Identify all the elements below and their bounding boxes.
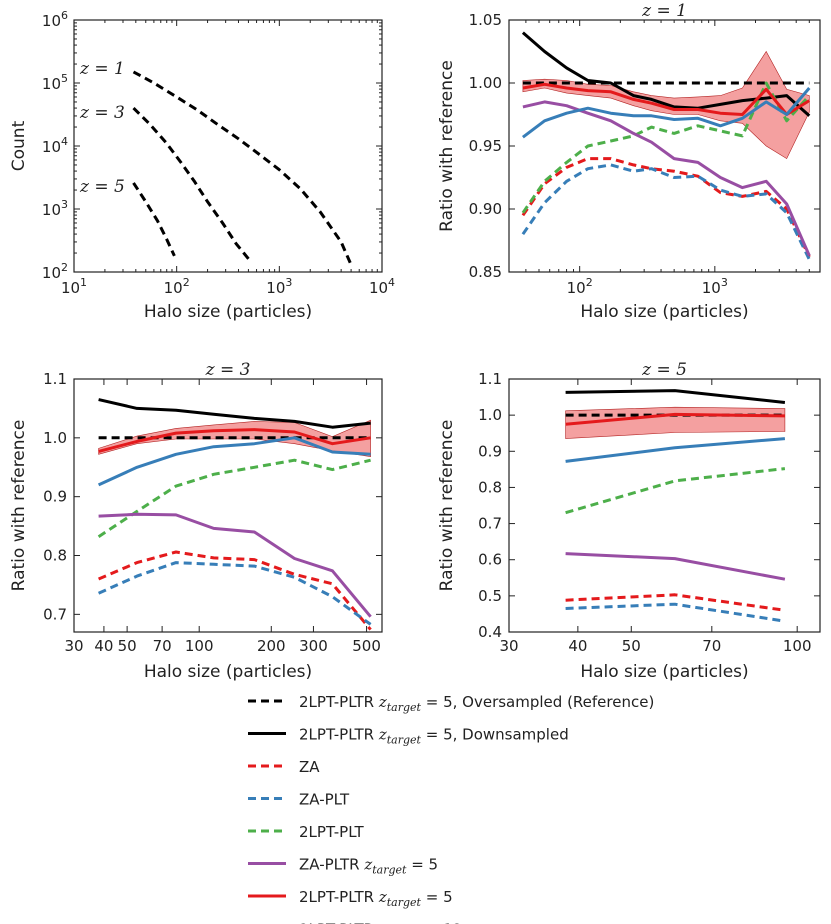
series-line-2lpt-pltr-z5 xyxy=(98,428,371,453)
series-line-za xyxy=(98,550,372,631)
series-line-2lpt-plt xyxy=(565,467,786,515)
x-tick-label: 30 xyxy=(64,637,83,655)
legend-entry-label: ZA-PLT xyxy=(299,791,350,809)
legend-entry-label: 2LPT-PLTR ztarget = 5, Oversampled (Refe… xyxy=(299,693,654,714)
y-tick-label: 0.8 xyxy=(478,478,502,496)
y-tick-label: 0.7 xyxy=(43,605,67,623)
x-tick-label: 103 xyxy=(702,276,728,297)
x-axis-label: Halo size (particles) xyxy=(144,302,312,322)
y-axis-label: Count xyxy=(9,120,29,171)
y-tick-label: 0.4 xyxy=(478,623,502,641)
x-tick-label: 100 xyxy=(185,637,214,655)
x-axis-label: Halo size (particles) xyxy=(580,302,748,322)
series-line-z-1 xyxy=(132,70,353,266)
y-tick-label: 0.85 xyxy=(469,263,502,281)
x-tick-label: 500 xyxy=(352,637,381,655)
y-tick-label: 103 xyxy=(42,198,68,219)
y-tick-label: 0.6 xyxy=(478,551,502,569)
x-tick-label: 50 xyxy=(118,637,137,655)
x-tick-label: 104 xyxy=(369,276,395,297)
legend-entry-label: 2LPT-PLT xyxy=(299,823,364,841)
series-line-za xyxy=(565,593,786,612)
y-tick-label: 106 xyxy=(42,9,68,30)
y-tick-label: 0.9 xyxy=(43,488,67,506)
x-axis-label: Halo size (particles) xyxy=(144,662,312,682)
x-tick-label: 70 xyxy=(153,637,172,655)
series-line-za-plt xyxy=(97,561,372,626)
series-line-downsampled xyxy=(98,398,371,429)
legend-entry-label: 2LPT-PLTR ztarget = 5 xyxy=(299,888,453,909)
x-tick-label: 50 xyxy=(622,637,641,655)
y-tick-label: 0.5 xyxy=(478,587,502,605)
series-line-2lpt-plt xyxy=(97,458,371,538)
error-band xyxy=(565,406,786,439)
y-tick-label: 104 xyxy=(42,135,68,156)
legend-entry-label: ZA xyxy=(299,758,320,776)
y-tick-label: 102 xyxy=(42,261,68,282)
y-tick-label: 1.1 xyxy=(478,370,502,388)
series-line-downsampled xyxy=(565,389,786,404)
chart-panel-4: 30 40 50 70 100 0.4 0.5 0.6 0.7 0.8 0.9 1.0 1.1 Halo … xyxy=(437,360,821,682)
y-tick-label: 1.00 xyxy=(469,74,502,92)
y-tick-label: 0.7 xyxy=(478,515,502,533)
y-axis-label: Ratio with reference xyxy=(437,60,457,232)
legend-entry-label: ZA-PLTR ztarget = 5 xyxy=(299,856,438,877)
series-line-za-plt xyxy=(521,163,811,261)
x-tick-label: 103 xyxy=(266,276,292,297)
series-line-za-pltr xyxy=(522,100,811,257)
plot-frame xyxy=(508,378,821,633)
x-tick-label: 70 xyxy=(702,637,721,655)
plot-frame xyxy=(73,378,383,633)
series-line-2lpt-pltr-z12 xyxy=(97,436,371,487)
chart-title: z = 3 xyxy=(205,360,251,380)
series-line-2lpt-pltr-z5 xyxy=(522,82,811,116)
y-tick-label: 1.1 xyxy=(43,370,67,388)
series-line-z-5 xyxy=(132,182,176,257)
series-line-za xyxy=(521,157,811,258)
redshift-annotation: z = 1 xyxy=(79,59,125,79)
legend: 2LPT-PLTR ztarget = 5, Oversampled (Refe… xyxy=(248,693,654,924)
y-tick-label: 0.95 xyxy=(469,137,502,155)
y-tick-label: 0.90 xyxy=(469,200,502,218)
series-line-downsampled xyxy=(521,31,811,117)
y-tick-label: 105 xyxy=(42,72,68,93)
chart-panel-3: 30 40 50 70 100 200 300 500 0.7 0.8 0.9 1.0 1.1 Halo … xyxy=(9,360,383,682)
legend-entry-label: 2LPT-PLTR ztarget = 12 xyxy=(299,921,462,924)
chart-title: z = 1 xyxy=(641,1,687,21)
redshift-annotation: z = 3 xyxy=(79,103,125,123)
x-tick-label: 40 xyxy=(94,637,113,655)
series-line-2lpt-pltr-z5 xyxy=(565,412,785,426)
series-line-za-pltr xyxy=(565,552,786,581)
legend-entry-label: 2LPT-PLTR ztarget = 5, Downsampled xyxy=(299,726,569,747)
x-tick-label: 200 xyxy=(257,637,286,655)
x-axis-label: Halo size (particles) xyxy=(580,662,748,682)
x-tick-label: 102 xyxy=(164,276,190,297)
x-tick-label: 300 xyxy=(299,637,328,655)
chart-title: z = 5 xyxy=(641,360,687,380)
y-tick-label: 0.9 xyxy=(478,442,502,460)
series-line-z-3 xyxy=(132,107,252,262)
series-line-2lpt-pltr-z12 xyxy=(521,87,811,139)
x-tick-label: 102 xyxy=(567,276,593,297)
x-tick-label: 100 xyxy=(783,637,812,655)
y-tick-label: 1.0 xyxy=(43,429,67,447)
y-tick-label: 1.0 xyxy=(478,406,502,424)
x-tick-label: 30 xyxy=(499,637,518,655)
x-tick-label: 40 xyxy=(568,637,587,655)
y-axis-label: Ratio with reference xyxy=(9,420,29,592)
redshift-annotation: z = 5 xyxy=(79,177,125,197)
y-tick-label: 0.8 xyxy=(43,547,67,565)
series-line-2lpt-pltr-z12 xyxy=(565,437,786,463)
x-tick-label: 101 xyxy=(61,276,87,297)
series-line-za-plt xyxy=(565,602,786,623)
y-axis-label: Ratio with reference xyxy=(437,420,457,592)
series-line-za-pltr xyxy=(98,512,372,618)
y-tick-label: 1.05 xyxy=(469,11,502,29)
chart-panel-2: 102 103 0.85 0.90 0.95 1.00 1.05 Halo size (par… xyxy=(437,1,821,322)
